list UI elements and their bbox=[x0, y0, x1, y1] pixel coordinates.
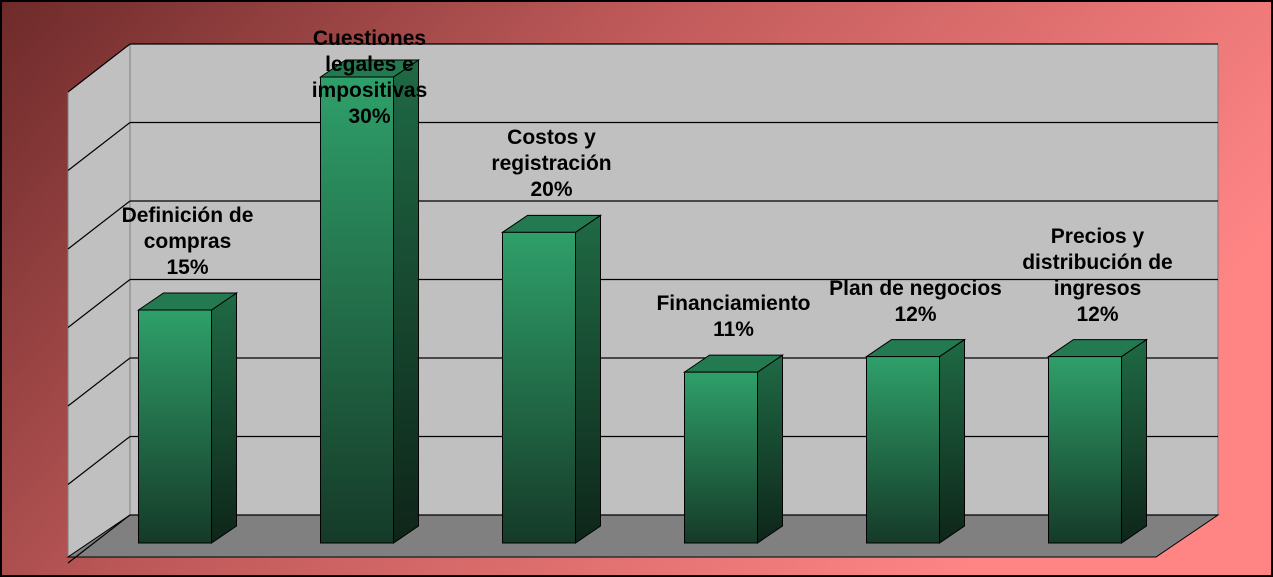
category-label: Costos y registración bbox=[491, 126, 612, 176]
bar bbox=[500, 214, 603, 544]
grid-line bbox=[67, 200, 131, 250]
value-label: 30% bbox=[348, 105, 391, 128]
data-label: Plan de negocios 12% bbox=[821, 276, 1011, 328]
bar-front bbox=[1048, 356, 1122, 544]
bar bbox=[682, 354, 785, 544]
data-label: Definición de compras 15% bbox=[93, 203, 283, 281]
value-label: 12% bbox=[894, 302, 937, 326]
data-label: Financiamiento 11% bbox=[639, 291, 829, 343]
bar-front bbox=[684, 371, 758, 544]
bar-front bbox=[866, 356, 940, 544]
bar-front bbox=[320, 76, 394, 544]
bar-side bbox=[1121, 338, 1147, 544]
category-label: Definición de compras bbox=[121, 204, 254, 253]
value-label: 11% bbox=[713, 318, 754, 342]
category-label: Precios y distribución de ingresos bbox=[1022, 224, 1173, 300]
bar-front bbox=[502, 231, 576, 544]
category-label: Plan de negocios bbox=[829, 276, 1002, 300]
value-label: 12% bbox=[1076, 302, 1119, 326]
grid-line bbox=[67, 514, 131, 564]
grid-line bbox=[67, 357, 131, 407]
bar-side bbox=[939, 338, 965, 544]
side-wall bbox=[67, 42, 131, 558]
grid-line bbox=[67, 436, 131, 485]
data-label: Costos y registración 20% bbox=[457, 125, 647, 203]
bar-side bbox=[757, 354, 783, 544]
category-label: Financiamiento bbox=[656, 292, 811, 316]
data-label: Cuestiones legales e impositivas 30% bbox=[275, 26, 465, 130]
bar bbox=[864, 338, 967, 544]
bar bbox=[318, 59, 421, 544]
category-label: Cuestiones legales e impositivas bbox=[311, 27, 428, 102]
data-label: Precios y distribución de ingresos 12% bbox=[1003, 224, 1193, 328]
bar-side bbox=[393, 59, 419, 544]
grid-line bbox=[67, 43, 131, 93]
grid-line bbox=[67, 122, 131, 171]
value-label: 20% bbox=[530, 178, 573, 202]
bar-front bbox=[138, 309, 212, 544]
bar bbox=[136, 292, 239, 544]
bar bbox=[1046, 338, 1149, 544]
floor bbox=[66, 514, 1220, 558]
grid-line bbox=[67, 279, 131, 328]
bar-side bbox=[575, 214, 601, 544]
value-label: 15% bbox=[166, 256, 209, 279]
bar-side bbox=[211, 292, 237, 544]
